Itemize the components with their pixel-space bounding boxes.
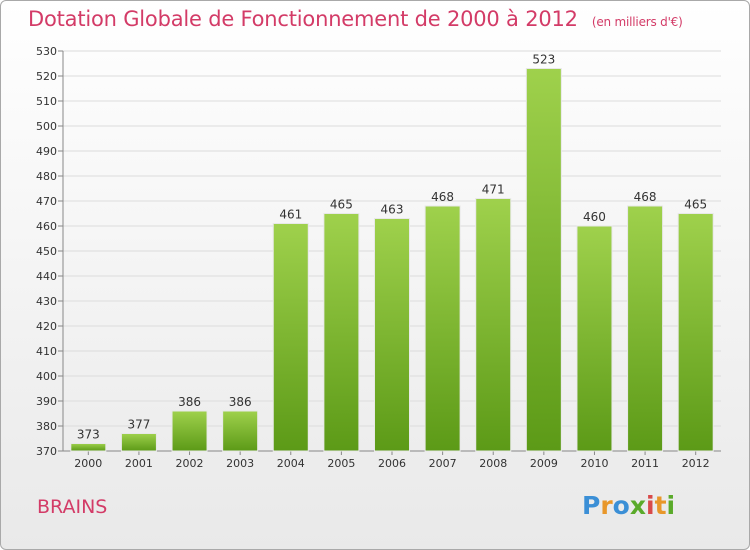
- chart-title-text: Dotation Globale de Fonctionnement de 20…: [28, 7, 578, 31]
- value-label-2006: 463: [381, 203, 404, 217]
- chart-subtitle: (en milliers d'€): [591, 15, 683, 29]
- bar-2007: [424, 205, 461, 452]
- x-tick-label-2006: 2006: [378, 457, 406, 470]
- value-labels: 373 377 386 386 461 465 463 468 471 523 460 468 465: [77, 53, 707, 442]
- bars: [70, 68, 714, 452]
- value-label-2010: 460: [583, 210, 606, 224]
- logo-letter: P: [582, 491, 601, 520]
- logo-letter: i: [666, 491, 676, 520]
- logo-letter: i: [646, 491, 655, 520]
- bar-2004: [272, 223, 309, 452]
- value-label-2008: 471: [482, 183, 505, 197]
- logo-letter: r: [600, 491, 613, 520]
- value-label-2000: 373: [77, 428, 100, 442]
- y-tick-label: 400: [36, 370, 57, 383]
- y-tick-label: 380: [36, 420, 57, 433]
- x-tick-label-2003: 2003: [226, 457, 254, 470]
- value-label-2007: 468: [431, 190, 454, 204]
- chart-title: Dotation Globale de Fonctionnement de 20…: [28, 7, 683, 31]
- x-tick-label-2000: 2000: [74, 457, 102, 470]
- bar-2009: [525, 68, 562, 452]
- value-label-2005: 465: [330, 198, 353, 212]
- x-tick-label-2009: 2009: [530, 457, 558, 470]
- y-tick-label: 490: [36, 145, 57, 158]
- bar-2002: [171, 410, 208, 452]
- bar-2005: [323, 213, 360, 452]
- x-tick-label-2001: 2001: [125, 457, 153, 470]
- y-tick-label: 420: [36, 320, 57, 333]
- bar-2003: [222, 410, 259, 452]
- tick-labels: 370 380 390 400 410 420 430 440 450 460 470 480 490 5…: [36, 45, 710, 470]
- value-label-2009: 523: [532, 53, 555, 67]
- bar-2011: [627, 205, 664, 452]
- y-tick-label: 450: [36, 245, 57, 258]
- value-label-2004: 461: [279, 208, 302, 222]
- y-tick-label: 470: [36, 195, 57, 208]
- y-tick-label: 510: [36, 95, 57, 108]
- y-tick-label: 520: [36, 70, 57, 83]
- proxiti-logo: Proxiti: [582, 491, 675, 520]
- y-tick-label: 530: [36, 45, 57, 58]
- value-label-2012: 465: [684, 198, 707, 212]
- y-tick-label: 370: [36, 445, 57, 458]
- x-tick-label-2007: 2007: [429, 457, 457, 470]
- logo-letter: t: [654, 491, 667, 520]
- bar-2012: [677, 213, 714, 452]
- y-tick-label: 410: [36, 345, 57, 358]
- y-tick-label: 390: [36, 395, 57, 408]
- bar-2010: [576, 225, 613, 452]
- bar-2001: [120, 433, 157, 452]
- logo-letter: o: [612, 491, 630, 520]
- x-tick-label-2002: 2002: [176, 457, 204, 470]
- bar-2006: [374, 218, 410, 452]
- x-tick-label-2011: 2011: [631, 457, 659, 470]
- x-tick-label-2005: 2005: [327, 457, 355, 470]
- y-tick-label: 460: [36, 220, 57, 233]
- commune-name: BRAINS: [37, 496, 108, 518]
- bar-2000: [70, 443, 107, 452]
- value-label-2003: 386: [229, 395, 252, 409]
- logo-letter: x: [629, 491, 646, 520]
- bar-2008: [475, 198, 512, 452]
- x-tick-label-2010: 2010: [580, 457, 608, 470]
- value-label-2001: 377: [127, 418, 150, 432]
- value-label-2011: 468: [634, 190, 657, 204]
- x-tick-label-2008: 2008: [479, 457, 507, 470]
- y-tick-label: 430: [36, 295, 57, 308]
- y-tick-label: 440: [36, 270, 57, 283]
- x-tick-label-2012: 2012: [682, 457, 710, 470]
- x-tick-label-2004: 2004: [277, 457, 305, 470]
- y-tick-label: 480: [36, 170, 57, 183]
- y-tick-label: 500: [36, 120, 57, 133]
- value-label-2002: 386: [178, 395, 201, 409]
